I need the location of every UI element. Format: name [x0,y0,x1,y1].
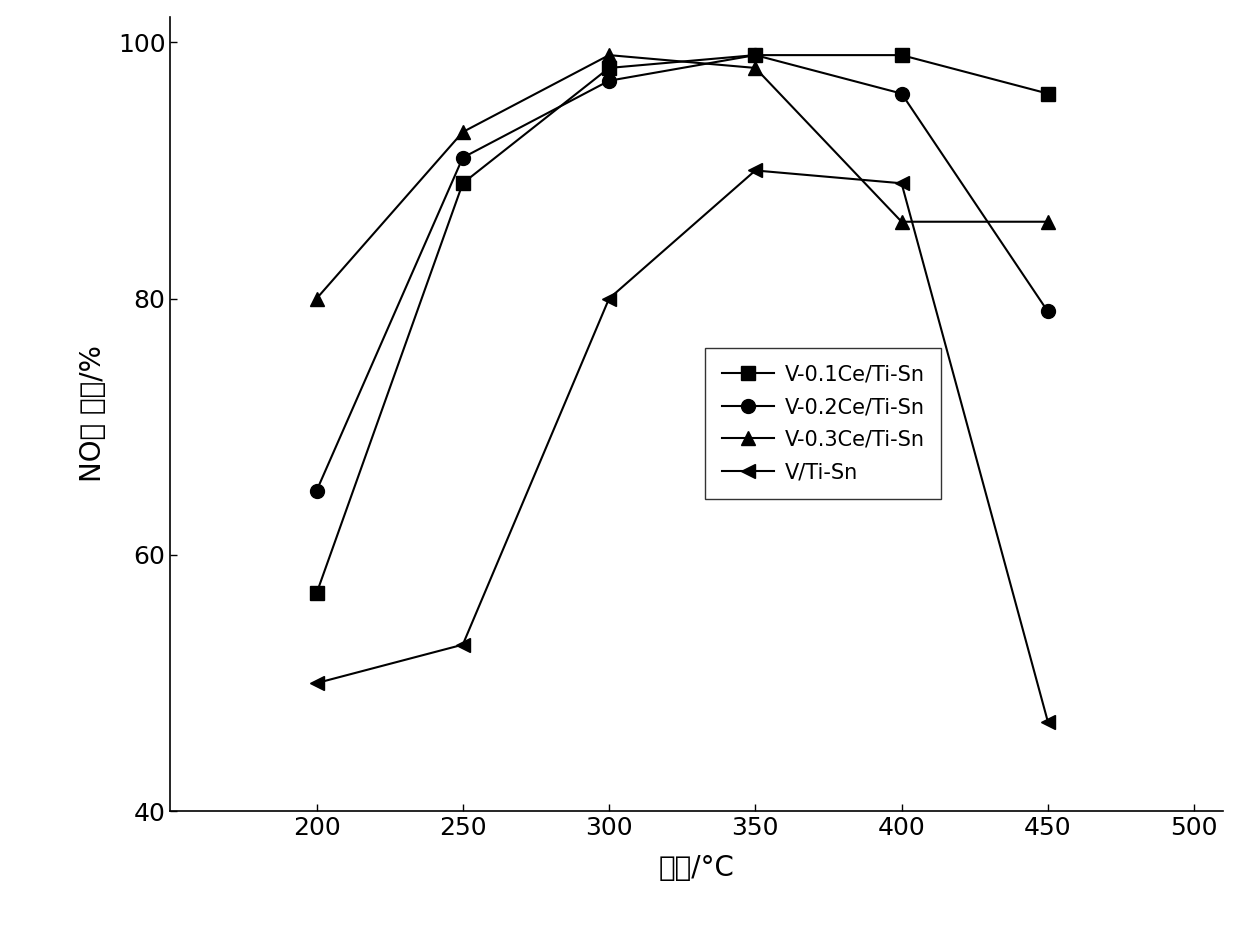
V-0.1Ce/Ti-Sn [894,49,909,61]
V/Ti-Sn [748,165,763,176]
Line: V-0.2Ce/Ti-Sn: V-0.2Ce/Ti-Sn [310,48,1055,498]
X-axis label: 温度/°C: 温度/°C [658,854,735,882]
Line: V/Ti-Sn: V/Ti-Sn [310,164,1055,728]
V-0.2Ce/Ti-Sn [748,49,763,61]
V-0.2Ce/Ti-Sn [309,485,324,497]
V-0.2Ce/Ti-Sn [1040,306,1055,317]
V-0.2Ce/Ti-Sn [894,88,909,99]
V-0.2Ce/Ti-Sn [455,152,470,164]
Y-axis label: NO转 化率/%: NO转 化率/% [78,345,107,482]
V/Ti-Sn [1040,716,1055,727]
V/Ti-Sn [309,677,324,689]
V-0.1Ce/Ti-Sn [309,587,324,599]
V-0.3Ce/Ti-Sn [748,62,763,74]
V-0.3Ce/Ti-Sn [601,49,616,61]
V-0.1Ce/Ti-Sn [1040,88,1055,99]
V-0.3Ce/Ti-Sn [309,293,324,305]
Line: V-0.1Ce/Ti-Sn: V-0.1Ce/Ti-Sn [310,48,1055,601]
Legend: V-0.1Ce/Ti-Sn, V-0.2Ce/Ti-Sn, V-0.3Ce/Ti-Sn, V/Ti-Sn: V-0.1Ce/Ti-Sn, V-0.2Ce/Ti-Sn, V-0.3Ce/Ti… [706,348,941,499]
Line: V-0.3Ce/Ti-Sn: V-0.3Ce/Ti-Sn [310,48,1055,306]
V-0.1Ce/Ti-Sn [601,62,616,74]
V-0.1Ce/Ti-Sn [455,178,470,189]
V/Ti-Sn [455,639,470,650]
V-0.2Ce/Ti-Sn [601,75,616,86]
V-0.1Ce/Ti-Sn [748,49,763,61]
V-0.3Ce/Ti-Sn [455,127,470,138]
V-0.3Ce/Ti-Sn [894,216,909,227]
V-0.3Ce/Ti-Sn [1040,216,1055,227]
V/Ti-Sn [894,178,909,189]
V/Ti-Sn [601,293,616,305]
